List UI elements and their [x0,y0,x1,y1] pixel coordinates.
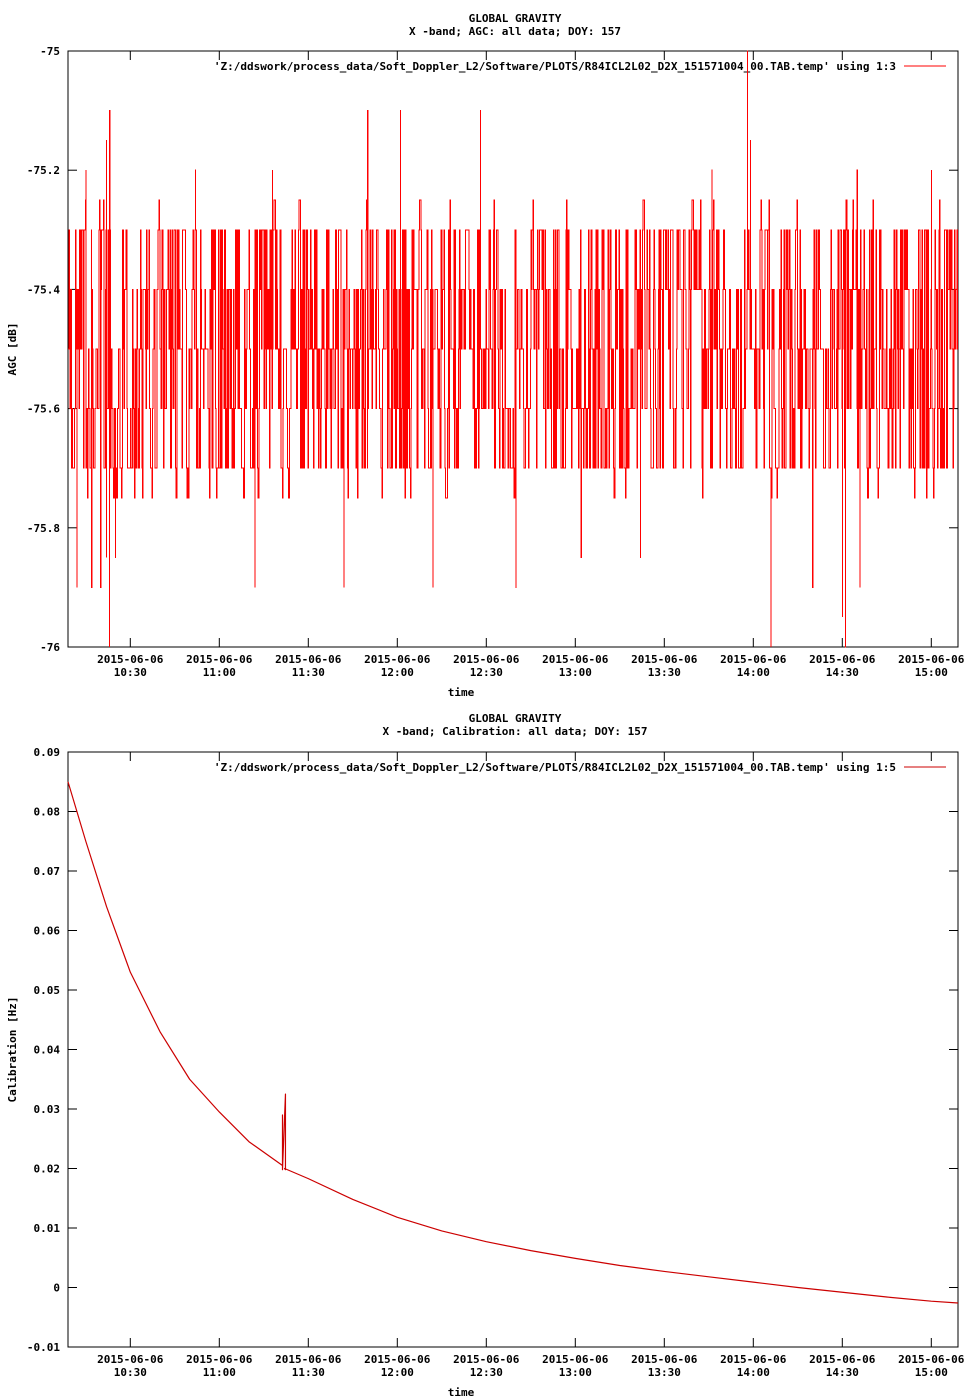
x-tick-time: 14:00 [737,666,770,679]
x-tick-date: 2015-06-06 [97,1353,164,1366]
x-tick-date: 2015-06-06 [631,653,698,666]
y-tick-label: 0.06 [34,925,61,938]
x-tick-date: 2015-06-06 [186,1353,253,1366]
x-tick-date: 2015-06-06 [364,653,431,666]
x-tick-date: 2015-06-06 [809,653,876,666]
x-tick-date: 2015-06-06 [809,1353,876,1366]
x-tick-time: 11:00 [203,666,236,679]
x-tick-time: 11:30 [292,666,325,679]
chart-title: GLOBAL GRAVITY [469,712,562,725]
x-tick-date: 2015-06-06 [542,1353,609,1366]
legend-entry: 'Z:/ddswork/process_data/Soft_Doppler_L2… [214,60,896,73]
x-tick-time: 11:00 [203,1366,236,1379]
x-tick-time: 15:00 [915,1366,948,1379]
calibration-series-line [67,781,959,1304]
x-axis-label: time [448,1386,475,1399]
y-tick-label: 0.03 [34,1103,61,1116]
y-tick-label: -75.2 [27,164,60,177]
x-tick-time: 10:30 [114,666,147,679]
x-tick-date: 2015-06-06 [898,1353,965,1366]
x-tick-time: 14:30 [826,666,859,679]
chart-subtitle: X -band; AGC: all data; DOY: 157 [409,25,621,38]
y-tick-label: 0.04 [34,1044,61,1057]
chart-title: GLOBAL GRAVITY [469,12,562,25]
x-tick-time: 14:00 [737,1366,770,1379]
x-tick-date: 2015-06-06 [453,1353,520,1366]
y-tick-label: 0.08 [34,806,61,819]
x-tick-time: 14:30 [826,1366,859,1379]
x-tick-date: 2015-06-06 [275,653,342,666]
x-tick-time: 12:30 [470,1366,503,1379]
y-axis-label: Calibration [Hz] [6,997,19,1103]
x-tick-date: 2015-06-06 [453,653,520,666]
x-tick-date: 2015-06-06 [186,653,253,666]
x-tick-time: 13:30 [648,666,681,679]
y-tick-label: 0.01 [34,1222,61,1235]
y-tick-label: -75 [40,45,60,58]
x-tick-date: 2015-06-06 [720,653,787,666]
y-axis-label: AGC [dB] [6,323,19,376]
y-tick-label: 0.09 [34,746,61,759]
y-tick-label: 0.05 [34,984,61,997]
x-tick-time: 13:00 [559,666,592,679]
y-tick-label: -76 [40,641,60,654]
y-tick-label: 0.07 [34,865,61,878]
y-tick-label: -75.6 [27,403,60,416]
y-tick-label: -0.01 [27,1341,60,1354]
x-tick-time: 11:30 [292,1366,325,1379]
y-tick-label: -75.8 [27,522,60,535]
x-tick-time: 13:00 [559,1366,592,1379]
x-tick-time: 10:30 [114,1366,147,1379]
x-tick-date: 2015-06-06 [720,1353,787,1366]
legend-entry: 'Z:/ddswork/process_data/Soft_Doppler_L2… [214,761,896,774]
x-tick-time: 13:30 [648,1366,681,1379]
agc-series-line [68,50,958,648]
y-tick-label: 0.02 [34,1163,61,1176]
x-tick-time: 12:00 [381,1366,414,1379]
x-tick-date: 2015-06-06 [364,1353,431,1366]
x-tick-date: 2015-06-06 [542,653,609,666]
chart-subtitle: X -band; Calibration: all data; DOY: 157 [383,725,648,738]
x-tick-date: 2015-06-06 [97,653,164,666]
x-tick-date: 2015-06-06 [275,1353,342,1366]
x-tick-date: 2015-06-06 [898,653,965,666]
x-tick-date: 2015-06-06 [631,1353,698,1366]
y-tick-label: -75.4 [27,283,60,296]
x-tick-time: 15:00 [915,666,948,679]
x-axis-label: time [448,686,475,699]
y-tick-label: 0 [53,1282,60,1295]
plot-frame [67,751,959,1348]
x-tick-time: 12:00 [381,666,414,679]
x-tick-time: 12:30 [470,666,503,679]
